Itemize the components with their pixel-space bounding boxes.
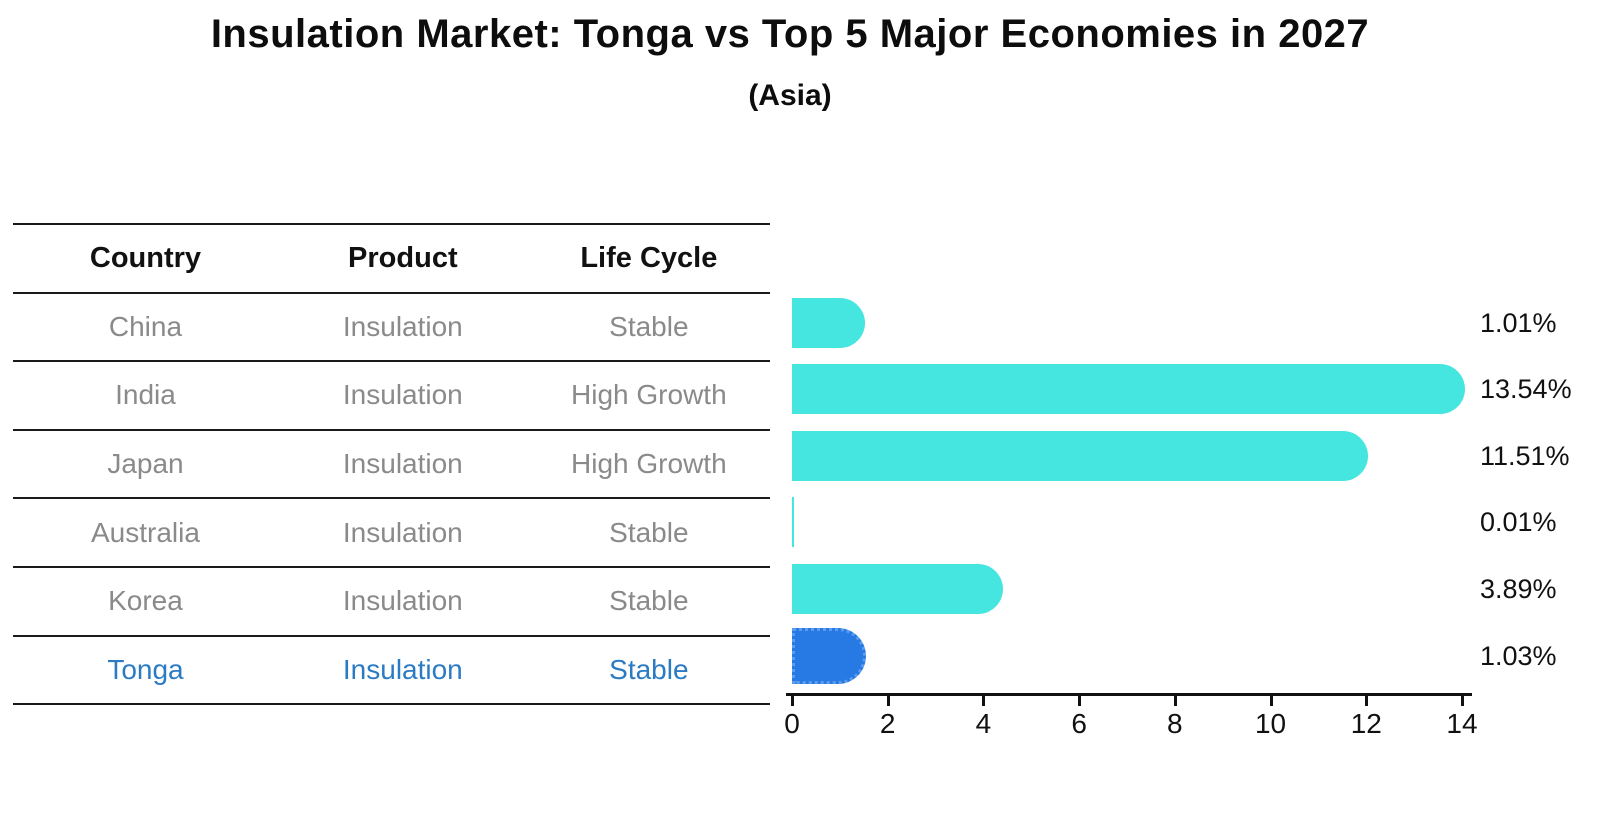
x-tick [886, 696, 890, 706]
bar-tonga [792, 627, 867, 684]
cell-country: Australia [91, 516, 200, 548]
header-cell-product: Product [348, 241, 458, 274]
cell-country: China [108, 310, 183, 342]
x-tick [1461, 696, 1464, 706]
table-row-china: China Insulation Stable [13, 291, 770, 361]
x-tick [1269, 696, 1273, 706]
x-tick [1365, 696, 1369, 706]
x-tick-label: 4 [975, 708, 992, 739]
table-row-australia: Australia Insulation Stable [13, 497, 770, 566]
x-tick-label: 6 [1071, 708, 1087, 739]
bar-row-australia [792, 489, 1462, 556]
bar-row-china [792, 290, 1462, 357]
country-table: Country Product Life Cycle China Insulation S… [13, 223, 770, 706]
bar-row-japan [792, 423, 1462, 490]
cell-product: Insulation [342, 516, 463, 548]
value-label-china: 1.01% [1480, 307, 1557, 338]
cell-product: Insulation [342, 310, 463, 342]
chart-subtitle: (Asia) [748, 79, 832, 112]
value-label-tonga: 1.03% [1480, 640, 1557, 671]
x-tick [1173, 696, 1177, 706]
x-tick-label: 2 [879, 708, 896, 739]
cell-product: Insulation [342, 653, 463, 685]
cell-product: Insulation [342, 448, 463, 480]
x-tick [982, 696, 986, 706]
x-tick [1078, 696, 1082, 706]
cell-product: Insulation [342, 379, 463, 411]
cell-life-cycle: Stable [609, 585, 689, 617]
value-label-india: 13.54% [1480, 374, 1572, 405]
bar-india [792, 364, 1465, 415]
x-axis: 0 2 4 6 8 10 12 14 [784, 693, 1478, 753]
chart-title: Insulation Market: Tonga vs Top 5 Major … [210, 12, 1370, 56]
bar-row-india [792, 356, 1465, 423]
value-labels: 1.01% 13.54% 11.51% 0.01% 3.89% 1.03% [1480, 290, 1600, 690]
bar-japan [792, 430, 1368, 481]
bar-korea [792, 563, 1004, 614]
cell-country: Korea [108, 585, 183, 617]
cell-product: Insulation [342, 585, 463, 617]
table-row-india: India Insulation High Growth [13, 360, 770, 429]
cell-life-cycle: Stable [609, 310, 689, 342]
x-tick-label: 0 [784, 708, 800, 739]
value-label-korea: 3.89% [1480, 573, 1557, 604]
table-row-tonga: Tonga Insulation Stable [13, 634, 770, 706]
plot-area [792, 290, 1465, 690]
cell-life-cycle: High Growth [571, 448, 727, 480]
table-row-korea: Korea Insulation Stable [13, 565, 770, 635]
x-tick-label: 14 [1446, 708, 1478, 739]
x-tick-label: 10 [1254, 708, 1287, 739]
value-label-japan: 11.51% [1480, 440, 1570, 471]
header-cell-country: Country [89, 241, 202, 274]
cell-country: India [115, 379, 176, 411]
bar-china [792, 297, 866, 348]
cell-life-cycle: Stable [609, 653, 689, 685]
bar-australia [792, 497, 794, 548]
x-axis-spine [786, 693, 1472, 696]
cell-country: Japan [107, 448, 184, 480]
cell-life-cycle: High Growth [571, 379, 727, 411]
x-tick-label: 8 [1167, 708, 1183, 739]
cell-country: Tonga [107, 653, 184, 685]
header-cell-life-cycle: Life Cycle [580, 241, 718, 274]
bar-row-tonga [792, 623, 1462, 690]
table-header-row: Country Product Life Cycle [13, 223, 770, 292]
value-label-australia: 0.01% [1480, 507, 1557, 538]
x-tick [791, 696, 794, 706]
bar-row-korea [792, 556, 1462, 623]
cell-life-cycle: Stable [609, 516, 689, 548]
x-tick-label: 12 [1350, 708, 1382, 739]
table-row-japan: Japan Insulation High Growth [13, 428, 770, 498]
